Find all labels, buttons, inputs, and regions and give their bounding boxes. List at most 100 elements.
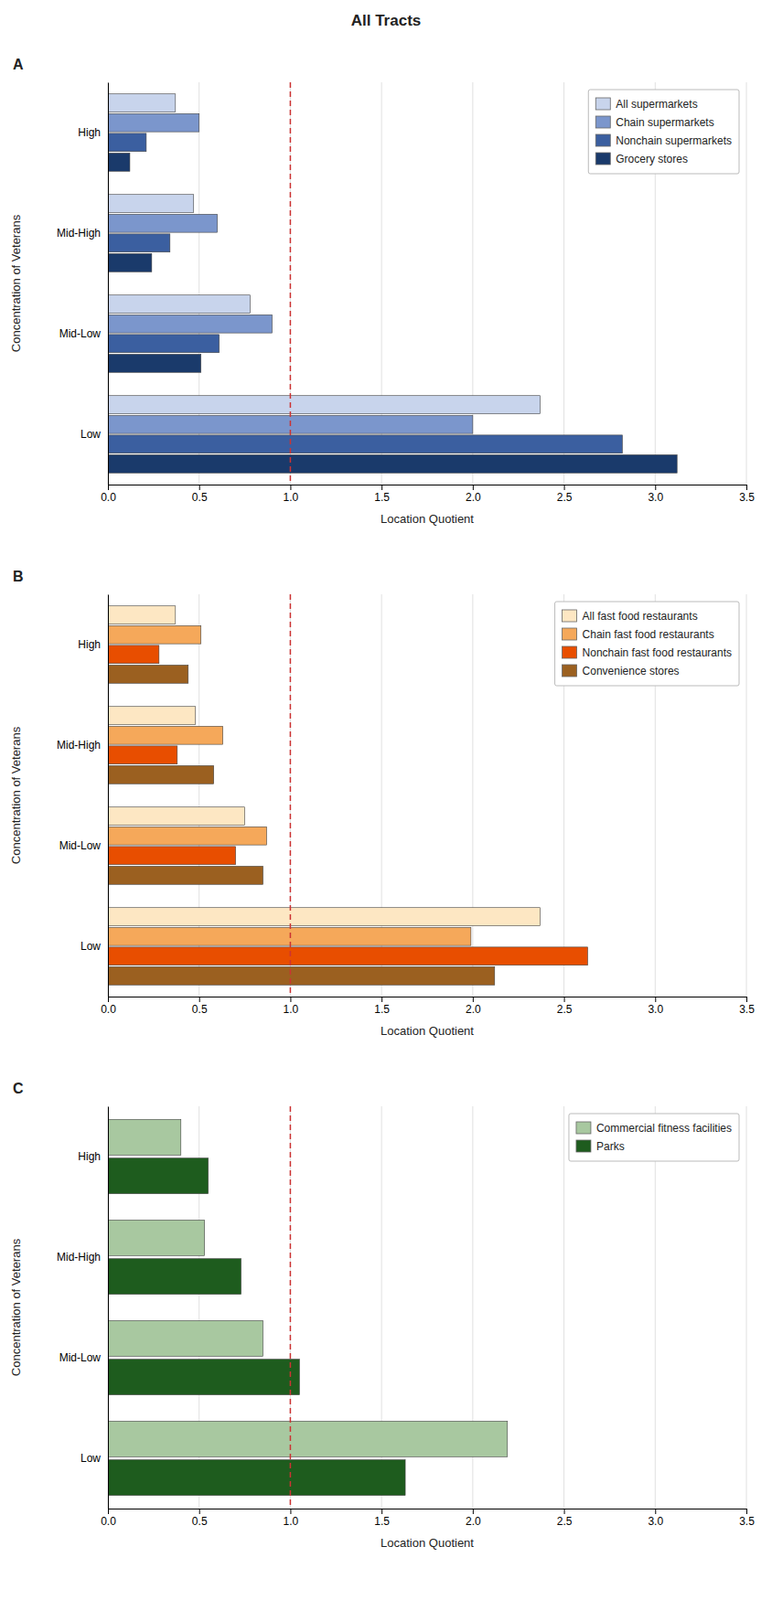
plot-area (107, 1106, 508, 1510)
bar (107, 234, 171, 253)
tick: 2.5 (557, 484, 573, 504)
chart-svg: All Tracts0.00.51.01.52.02.53.03.5LowMid… (0, 0, 772, 1600)
bar (107, 746, 178, 765)
tick: 3.5 (739, 484, 755, 504)
bar (107, 927, 472, 946)
tick: 2.0 (465, 1509, 482, 1529)
bar (107, 1460, 406, 1497)
tick-label: 0.0 (100, 491, 117, 504)
bar (107, 908, 541, 927)
tick-mark (564, 484, 566, 491)
bar (107, 396, 541, 415)
tick: Mid-Low (59, 327, 108, 341)
legend-item: Nonchain fast food restaurants (562, 646, 732, 660)
tick-label: 2.5 (557, 1515, 573, 1529)
tick: Mid-High (56, 226, 108, 240)
bar (107, 625, 202, 644)
tick-label: 2.0 (465, 1003, 482, 1017)
tick: Mid-High (56, 739, 108, 752)
tick-mark (107, 997, 109, 1003)
bar (107, 353, 202, 373)
tick-label: 3.0 (647, 491, 664, 504)
x-axis: 0.00.51.01.52.02.53.03.5 (100, 1509, 755, 1529)
tick-label: 3.5 (739, 1003, 755, 1017)
legend-item: Chain fast food restaurants (562, 628, 715, 642)
tick-mark (289, 1509, 291, 1515)
bar (107, 113, 200, 132)
tick: Mid-Low (59, 839, 108, 853)
bar-series (107, 152, 677, 473)
tick-mark (564, 1509, 566, 1515)
tick-mark (381, 484, 383, 491)
tick-label: 1.0 (283, 1515, 300, 1529)
tick: 3.0 (647, 1509, 664, 1529)
legend-swatch (576, 1122, 591, 1135)
grid-line (471, 594, 473, 998)
tick-label: 1.0 (283, 1003, 300, 1017)
bar (107, 295, 251, 314)
tick-mark (289, 997, 291, 1003)
tick-mark (107, 484, 109, 491)
tick-mark (654, 1509, 656, 1515)
tick: 2.5 (557, 997, 573, 1017)
tick-label: 0.0 (100, 1003, 117, 1017)
bar (107, 866, 264, 885)
legend-swatch (595, 134, 611, 147)
legend-label: All supermarkets (615, 97, 697, 111)
bar-series (107, 664, 495, 986)
grid (107, 82, 747, 485)
legend-item: Chain supermarkets (595, 116, 714, 129)
legend-swatch (595, 97, 611, 110)
legend-label: Parks (596, 1140, 625, 1154)
reference-line (289, 594, 292, 998)
tick-mark (381, 1509, 383, 1515)
tick: 3.0 (647, 997, 664, 1017)
panel: 0.00.51.01.52.02.53.03.5LowMid-LowMid-Hi… (9, 594, 755, 1039)
bar (107, 133, 147, 152)
bar (107, 334, 220, 354)
bar (107, 847, 236, 866)
legend-item: Grocery stores (595, 152, 688, 166)
tick-label: Mid-High (56, 226, 101, 240)
tick-mark (746, 484, 748, 491)
legend-box (588, 89, 740, 174)
legend-box (568, 1114, 740, 1162)
tick-mark (746, 997, 748, 1003)
bar (107, 765, 215, 784)
y-axis-title: Concentration of Veterans (9, 1238, 23, 1377)
tick-label: 0.5 (192, 491, 208, 504)
bar (107, 664, 189, 684)
x-axis-title: Location Quotient (380, 512, 474, 526)
bar-series (107, 133, 622, 454)
tick-mark (199, 997, 201, 1003)
tick: High (77, 126, 108, 140)
bar (107, 454, 677, 473)
legend: All supermarketsChain supermarketsNoncha… (588, 89, 740, 174)
panel-label: C (12, 1081, 24, 1097)
axis-line (107, 1107, 109, 1511)
reference-line (289, 1106, 292, 1510)
tick-mark (289, 484, 291, 491)
tick: 0.0 (100, 1509, 117, 1529)
tick: 3.0 (647, 484, 664, 504)
bar (107, 94, 176, 113)
bar (107, 214, 218, 233)
axis-line (107, 595, 109, 998)
legend-label: Chain supermarkets (615, 116, 714, 129)
tick-label: 2.0 (465, 491, 482, 504)
tick-label: 2.5 (557, 491, 573, 504)
tick-label: High (77, 638, 101, 652)
panel: 0.00.51.01.52.02.53.03.5LowMid-LowMid-Hi… (9, 82, 755, 526)
bar (107, 947, 588, 966)
bar (107, 807, 246, 826)
bar (107, 194, 194, 214)
legend: Commercial fitness facilitiesParks (568, 1114, 740, 1162)
legend-label: Chain fast food restaurants (582, 628, 715, 642)
legend-swatch (595, 116, 611, 129)
bar-series (107, 94, 541, 415)
tick: High (77, 1150, 108, 1164)
grid-line (289, 82, 291, 485)
legend-label: Convenience stores (582, 664, 680, 678)
tick-label: Mid-High (56, 739, 101, 752)
grid (107, 594, 747, 998)
